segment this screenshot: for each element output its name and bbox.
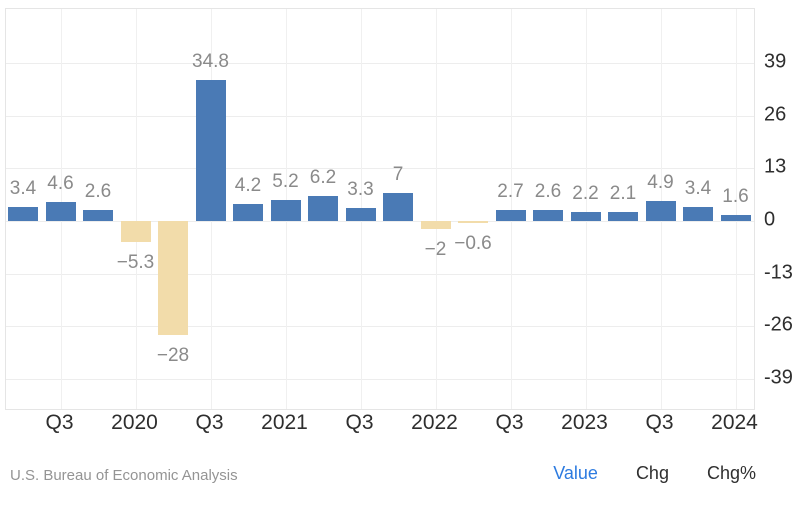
gridline-horizontal [6,379,754,381]
bar-value-label: −2 [424,239,447,261]
bar-value-label: 2.2 [572,183,599,205]
bar-2020-q2[interactable] [158,221,188,335]
x-axis-label: 2021 [261,411,308,434]
bar-value-label: 2.1 [609,183,637,205]
bar-2023-q4[interactable] [683,207,713,221]
bar-2024-q1[interactable] [720,214,751,221]
gridline-horizontal [6,62,754,64]
y-axis-label: -26 [764,313,793,336]
bar-value-label: −5.3 [116,252,155,274]
bar-value-label: 34.8 [192,50,229,72]
bar-2020-q1[interactable] [120,221,151,243]
y-axis-label: 0 [764,208,776,231]
bar-2022-q2[interactable] [458,221,488,224]
x-axis-label: Q3 [195,411,224,434]
y-axis-label: 26 [764,103,787,126]
bar-2023-q1[interactable] [570,212,601,221]
bar-2023-q2[interactable] [608,212,638,221]
x-axis-label: Q3 [45,411,74,434]
plot-area: 3.4 4.6 2.6 −5.3 −28 34.8 4.2 5.2 6.2 3.3 7 −2 −0.6 2… [5,8,755,410]
bar-value-label: 3.3 [347,178,374,200]
bar-2021-q4[interactable] [383,192,413,221]
x-axis-label: 2024 [711,411,758,434]
gridline-horizontal [6,273,754,275]
bar-2022-q1[interactable] [420,221,451,230]
bar-value-label: −28 [156,344,190,366]
bar-2022-q4[interactable] [533,210,563,221]
y-axis-label: 39 [764,50,787,73]
y-axis-label: -39 [764,366,793,389]
gridline-vertical [435,9,437,409]
gridline-vertical [135,9,137,409]
bar-2019-q2[interactable] [8,207,38,221]
x-axis-label: 2023 [561,411,608,434]
footer-tab-chg[interactable]: Chg [635,463,669,483]
bar-value-label: 2.7 [497,181,524,203]
bar-value-label: 4.9 [647,172,674,194]
bar-2022-q3[interactable] [495,210,526,221]
bar-value-label: 3.4 [9,178,37,200]
x-axis-label: Q3 [345,411,374,434]
x-axis-label: 2022 [411,411,458,434]
bar-2019-q3[interactable] [45,202,76,221]
gridline-vertical [510,9,512,409]
bar-2021-q3[interactable] [345,207,376,221]
gridline-horizontal [6,115,754,117]
footer-tab-value[interactable]: Value [553,463,598,483]
footer-tab-chgpct[interactable]: Chg% [706,463,756,483]
gridline-horizontal [6,221,754,222]
bar-2019-q4[interactable] [83,210,113,221]
gridline-horizontal [6,326,754,328]
y-axis-label: -13 [764,261,793,284]
bar-value-label: 3.4 [684,178,712,200]
bar-2021-q1[interactable] [270,199,301,221]
footer-tabs: Value Chg Chg% [553,463,756,484]
bar-value-label: 2.6 [534,181,562,203]
bar-value-label: 2.6 [84,181,112,203]
x-axis-label: Q3 [645,411,674,434]
gridline-vertical [735,9,737,409]
bar-value-label: 1.6 [722,185,749,207]
bar-value-label: −0.6 [454,233,492,255]
gridline-horizontal [6,168,754,170]
source-attribution: U.S. Bureau of Economic Analysis [10,467,238,484]
bar-2023-q3[interactable] [645,201,676,221]
gridline-vertical [585,9,587,409]
bar-2021-q2[interactable] [308,195,338,221]
x-axis-label: Q3 [495,411,524,434]
x-axis-label: 2020 [111,411,158,434]
bar-value-label: 6.2 [309,166,337,188]
bar-value-label: 4.2 [234,174,262,196]
y-axis-label: 13 [764,155,787,178]
bar-value-label: 7 [392,163,404,185]
bar-2020-q4[interactable] [233,203,263,221]
bar-value-label: 4.6 [47,173,74,195]
bar-value-label: 5.2 [272,170,299,192]
bar-2020-q3[interactable] [195,79,226,221]
